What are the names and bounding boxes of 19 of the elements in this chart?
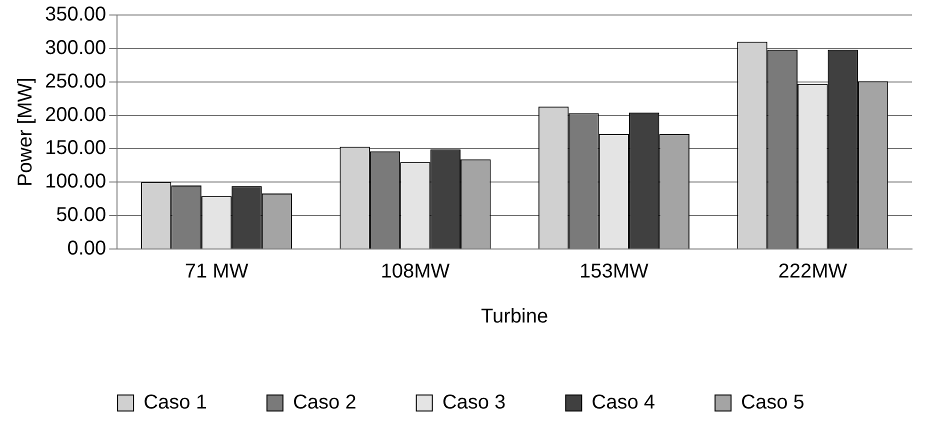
y-axis-title: Power [MW] <box>14 78 37 186</box>
y-tick-label: 0.00 <box>67 238 106 260</box>
legend-label: Caso 2 <box>292 392 356 414</box>
x-tick-label: 108MW <box>380 260 450 283</box>
legend-label: Caso 4 <box>592 392 656 414</box>
y-tick-label: 50.00 <box>56 204 106 226</box>
legend-label: Caso 5 <box>741 392 804 414</box>
y-tick-label: 100.00 <box>45 170 106 193</box>
legend-label: Caso 3 <box>442 392 506 414</box>
x-tick-label: 71 MW <box>184 260 248 283</box>
y-tick-label: 150.00 <box>45 137 106 160</box>
legend-label: Caso 1 <box>144 392 207 414</box>
x-tick-label: 153MW <box>579 260 649 283</box>
x-axis-title: Turbine <box>481 306 548 328</box>
x-tick-label: 222MW <box>778 260 848 283</box>
y-tick-label: 200.00 <box>45 104 106 126</box>
y-tick-label: 250.00 <box>45 70 106 92</box>
y-tick-label: 350.00 <box>45 4 106 26</box>
y-tick-label: 300.00 <box>45 36 106 59</box>
